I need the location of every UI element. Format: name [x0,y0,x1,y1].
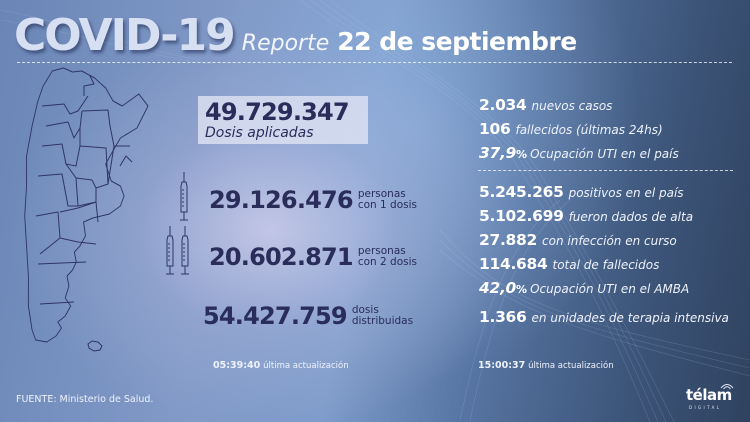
stat-desc: en unidades de terapia intensiva [531,311,729,325]
vaccination-update-label: última actualización [263,361,349,371]
total-doses-label: Dosis aplicadas [205,125,314,141]
stat-value: 114.684 [479,255,548,273]
report-date: 22 de septiembre [337,27,577,56]
vaccination-update-time: 05:39:40 [213,360,261,371]
one-dose-label-line1: personas [357,188,406,200]
stat-desc: fueron dados de alta [568,210,694,224]
stat-desc: fallecidos (últimas 24hs) [515,123,663,137]
total-doses-card: 49.729.347 Dosis aplicadas [198,96,368,144]
stat-percent-sign: % [516,283,528,296]
stat-deaths-24h: 106 fallecidos (últimas 24hs) [479,120,663,138]
header-divider [17,62,732,63]
two-syringes-icon [166,226,189,275]
stat-icu-occupancy-amba: 42,0 % Ocupación UTI en el AMBA [479,279,689,297]
stat-percent-sign: % [516,148,528,161]
page-title: COVID-19 [14,10,236,61]
stat-value: 5.102.699 [479,207,564,225]
one-dose-row: 29.126.476 personas con 1 dosis [209,186,417,214]
source-note: FUENTE: Ministerio de Salud. [16,394,154,405]
syringe-icon [180,172,188,221]
logo-wordmark: télam [686,386,732,404]
stat-desc: total de fallecidos [552,258,660,272]
stat-value: 5.245.265 [479,183,564,201]
stat-total-deaths: 114.684 total de fallecidos [479,255,659,273]
stat-value: 37,9 [479,144,517,162]
cases-update-label: última actualización [528,361,614,371]
stat-active-infections: 27.882 con infección en curso [479,231,677,249]
two-doses-label: personas con 2 dosis [358,246,417,268]
one-dose-label-line2: con 1 dosis [357,199,417,211]
two-doses-row: 20.602.871 personas con 2 dosis [209,243,417,271]
stat-icu-occupancy-country: 37,9 % Ocupación UTI en el país [479,144,679,162]
stat-desc: positivos en el país [568,186,684,200]
total-doses-value: 49.729.347 [205,98,350,126]
signal-icon [720,384,734,390]
two-doses-value: 20.602.871 [209,243,354,271]
telam-logo: télam DIGITAL [686,384,736,414]
distributed-label-line2: distribuidas [351,315,414,327]
report-label: Reporte [241,31,330,56]
distributed-doses-value: 54.427.759 [203,302,348,330]
cases-update-time: 15:00:37 [478,360,526,371]
cases-last-update: 15:00:37 última actualización [478,360,614,371]
stat-desc: nuevos casos [531,99,613,113]
stat-value: 1.366 [479,308,527,326]
stat-value: 2.034 [479,96,527,114]
stat-desc: Ocupación UTI en el AMBA [530,282,690,296]
distributed-doses-label: dosis distribuidas [352,305,413,327]
stat-discharged: 5.102.699 fueron dados de alta [479,207,693,225]
stat-value: 106 [479,120,511,138]
header: COVID-19 Reporte 22 de septiembre [14,10,577,61]
vaccination-last-update: 05:39:40 última actualización [213,360,349,371]
stat-value: 42,0 [479,279,517,297]
two-doses-label-line1: personas [357,245,406,257]
logo-subtitle: DIGITAL [689,405,722,410]
argentina-map-icon [24,67,149,352]
stat-value: 27.882 [479,231,538,249]
stat-desc: con infección en curso [542,234,677,248]
stat-total-positives: 5.245.265 positivos en el país [479,183,684,201]
stat-new-cases: 2.034 nuevos casos [479,96,612,114]
stats-divider [478,170,733,171]
two-doses-label-line2: con 2 dosis [357,256,417,268]
distributed-label-line1: dosis [351,304,379,316]
one-dose-value: 29.126.476 [209,186,354,214]
one-dose-label: personas con 1 dosis [358,189,417,211]
stat-icu-patients: 1.366 en unidades de terapia intensiva [479,308,729,326]
stat-desc: Ocupación UTI en el país [530,147,679,161]
distributed-doses-row: 54.427.759 dosis distribuidas [203,302,413,330]
